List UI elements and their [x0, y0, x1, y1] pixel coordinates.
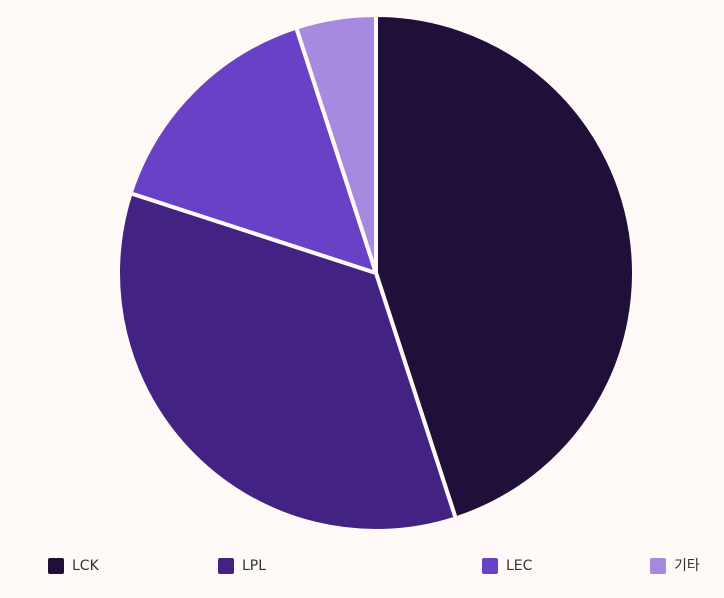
legend-label: LPL [242, 558, 266, 574]
legend-label: 기타 [674, 558, 700, 574]
pie-slice [116, 191, 458, 533]
pie-slice [374, 13, 636, 521]
legend-swatch [48, 558, 64, 574]
legend-label: LCK [72, 558, 100, 574]
legend-swatch [650, 558, 666, 574]
pie-slice [294, 13, 378, 275]
legend-swatch [482, 558, 498, 574]
legend-swatch [218, 558, 234, 574]
legend-label: LEC [506, 558, 533, 574]
